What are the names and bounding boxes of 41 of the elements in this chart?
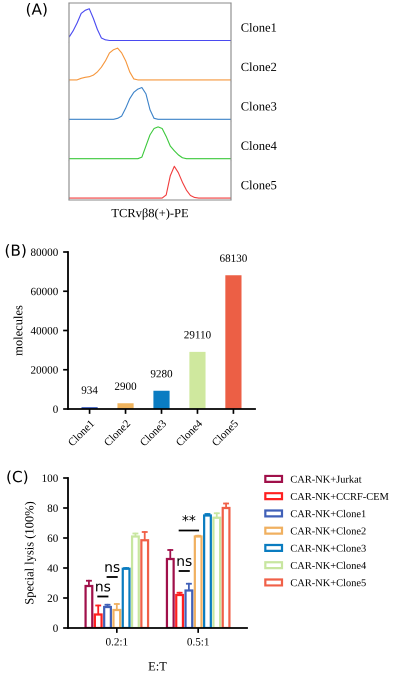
data-label: 9280 (150, 370, 172, 378)
legend-label: CAR-NK+Clone5 (290, 578, 366, 586)
legend-label: CAR-NK+Clone1 (290, 510, 366, 518)
y-tick-label: 20000 (30, 366, 58, 374)
y-tick-label: 80 (48, 504, 58, 512)
legend-label: CAR-NK+Jurkat (290, 475, 362, 483)
data-label: 934 (82, 386, 98, 394)
data-label: 29110 (184, 331, 211, 339)
y-tick-label: 20 (48, 594, 58, 602)
y-axis-title: Special lysis (100%) (24, 502, 36, 604)
annotation: ns (177, 558, 192, 566)
legend-label: CAR-NK+CCRF-CEM (290, 492, 389, 500)
y-axis-title: molecules (14, 306, 22, 356)
annotation: ns (105, 564, 120, 572)
chart-title: (A) (26, 3, 47, 17)
x-tick-label: 0.2:1 (106, 638, 128, 646)
legend-label: CAR-NK+Clone2 (290, 527, 366, 534)
data-label: 68130 (220, 254, 247, 262)
annotation: ns (96, 584, 110, 592)
y-tick-label: 0 (53, 405, 58, 413)
series-label: Clone5 (241, 180, 276, 190)
legend-label: CAR-NK+Clone3 (290, 544, 366, 552)
data-label: 2900 (114, 382, 136, 390)
y-tick-label: 60 (48, 534, 58, 542)
y-tick-label: 60000 (30, 288, 58, 296)
x-axis-title: TCRvβ8(+)-PE (112, 208, 188, 220)
chart-title: (B) (6, 244, 26, 258)
y-tick-label: 40 (47, 564, 58, 572)
chart-title: (C) (7, 470, 28, 484)
x-axis-title: E:T (148, 662, 167, 671)
annotation: ** (182, 515, 196, 522)
y-tick-label: 0 (53, 624, 58, 632)
y-tick-label: 80000 (30, 248, 58, 256)
legend-label: CAR-NK+Clone4 (290, 562, 366, 569)
series-label: Clone3 (241, 102, 276, 111)
series-label: Clone1 (241, 22, 276, 32)
y-tick-label: 100 (42, 474, 58, 482)
series-label: Clone4 (241, 141, 277, 150)
x-tick-label: 0.5:1 (187, 638, 209, 646)
series-label: Clone2 (241, 62, 276, 72)
y-tick-label: 40000 (30, 326, 58, 334)
